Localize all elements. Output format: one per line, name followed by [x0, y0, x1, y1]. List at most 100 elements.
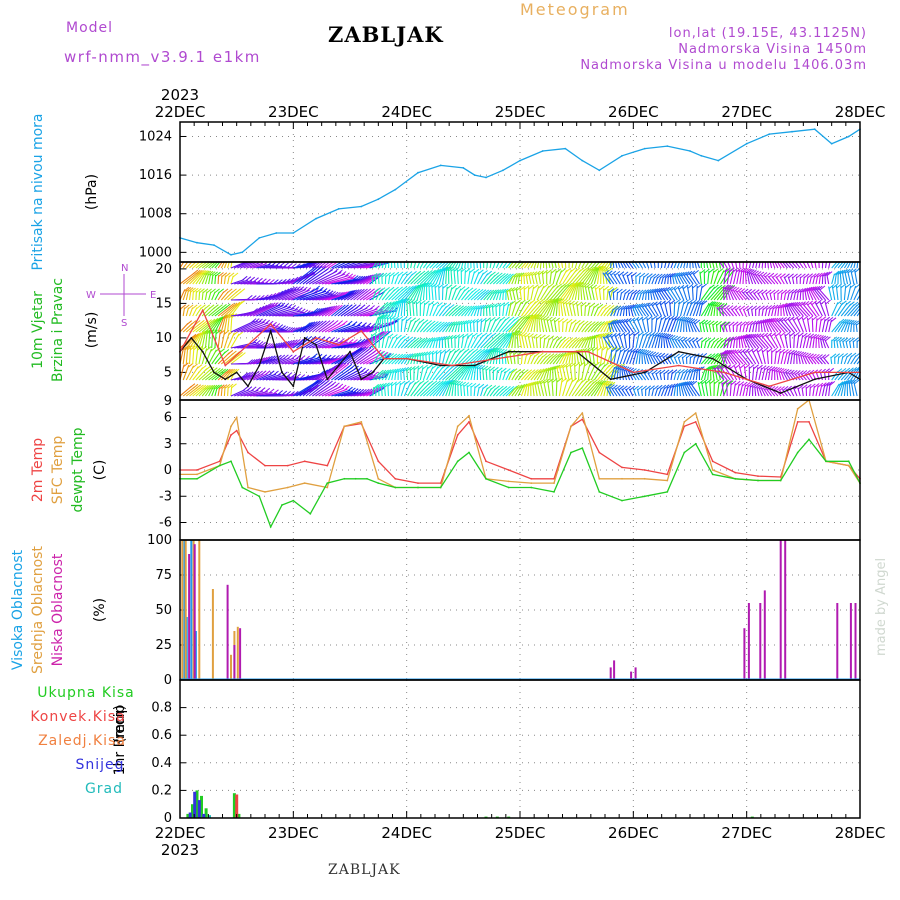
wind-barb-flag [432, 350, 438, 355]
wind-barb-flag [287, 327, 294, 332]
wind-barb [683, 383, 691, 397]
wind-barb-flag [694, 299, 700, 305]
wind-barb-flag [625, 367, 632, 372]
wind-barb [410, 340, 419, 349]
wind-barb [726, 287, 731, 301]
pressure-series-0-point [360, 205, 363, 208]
ytick-label: 0 [164, 811, 172, 826]
wind-barb [353, 373, 373, 381]
wind-barb-flag [264, 387, 271, 393]
wind-barb [760, 321, 763, 333]
wind-barb [565, 283, 576, 301]
wind-barb-flag [223, 329, 230, 335]
wind-barb-flag [500, 273, 506, 278]
wind-barb-flag [214, 384, 220, 390]
wind-barb-flag [468, 251, 473, 255]
wind-barb-flag [439, 321, 445, 327]
wind-barb-flag [739, 363, 746, 369]
wind-barb-flag [739, 305, 746, 311]
wind-barb [375, 316, 381, 333]
wind-barb [292, 338, 305, 349]
wind-barb [407, 273, 418, 285]
wind-barb-flag [360, 367, 366, 373]
wind-barb-flag [807, 315, 814, 321]
wind-barb [328, 277, 355, 285]
wind-barb-flag [185, 287, 192, 292]
wind-barb-flag [810, 273, 817, 278]
wind-barb-flag [817, 272, 823, 278]
wind-barb-flag [332, 291, 339, 297]
wind-barb-flag [694, 319, 701, 325]
wind-barb [416, 382, 431, 397]
wind-barb-flag [405, 353, 412, 359]
wind-barb [568, 322, 573, 333]
wind-barb [835, 285, 839, 301]
wind-barb-flag [329, 305, 336, 311]
wind-barb [669, 275, 672, 285]
wind-barb-flag [503, 301, 510, 307]
wind-barb [742, 308, 747, 317]
wind-barb-flag [755, 305, 761, 311]
wind-barb [438, 268, 445, 285]
wind-barb [230, 320, 255, 333]
wind-barb [249, 324, 276, 333]
wind-barb-flag [339, 304, 346, 310]
wind-barb [527, 371, 535, 381]
wind-barb-flag [412, 257, 417, 261]
wind-barb [556, 366, 560, 381]
wind-barb [516, 333, 519, 349]
wind-barb [587, 324, 596, 333]
wind-barb-flag [446, 321, 453, 327]
temperature-series-0-point [456, 434, 459, 436]
wind-barb-flag [508, 273, 514, 279]
wind-barb [372, 316, 380, 333]
wind-barb-flag [344, 272, 350, 278]
pressure-series-0-point [337, 208, 340, 210]
wind-barb-flag [273, 370, 279, 376]
wind-series-0-point [201, 350, 204, 353]
wind-barb-flag [775, 317, 781, 323]
wind-barb-flag [656, 287, 663, 293]
wind-barb-flag [596, 321, 603, 326]
wind-barb-flag [656, 352, 662, 358]
wind-barb-flag [401, 316, 408, 322]
wind-barb [856, 294, 860, 301]
wind-barb-flag [384, 257, 389, 261]
wind-barb [467, 291, 477, 301]
wind-barb [340, 325, 366, 333]
wind-barb [486, 349, 494, 365]
wind-barb [346, 348, 367, 365]
wind-barb-flag [808, 353, 814, 359]
wind-barb [343, 348, 365, 365]
wind-barb [597, 262, 604, 269]
wind-barb-flag [501, 385, 508, 391]
wind-barb [243, 281, 261, 285]
wind-barb [533, 300, 548, 317]
wind-barb-flag [488, 289, 495, 295]
wind-barb [710, 270, 715, 285]
wind-barb-flag [551, 256, 556, 260]
wind-barb-flag [601, 304, 608, 310]
temperature-series-2-point [326, 482, 329, 484]
wind-barb [327, 323, 346, 333]
wind-barb-flag [716, 302, 723, 308]
wind-barb-flag [788, 369, 795, 375]
wind-barb [587, 262, 594, 269]
wind-barb [663, 336, 666, 349]
wind-barb [692, 356, 696, 365]
wind-barb-flag [738, 334, 745, 340]
wind-barb-flag [305, 322, 311, 327]
wind-barb-flag [215, 254, 220, 258]
wind-barb [438, 285, 440, 301]
wind-barb-flag [788, 302, 795, 307]
wind-barb-flag [853, 320, 860, 326]
wind-barb-flag [555, 353, 561, 358]
wind-barb-flag [577, 337, 583, 342]
wind-barb-flag [524, 299, 531, 305]
wind-barb-flag [442, 283, 449, 289]
wind-barb-flag [314, 257, 319, 261]
wind-series-1-point [723, 371, 725, 374]
wind-barb [578, 350, 583, 365]
wind-barb [483, 292, 491, 301]
wind-barb-flag [190, 287, 196, 293]
